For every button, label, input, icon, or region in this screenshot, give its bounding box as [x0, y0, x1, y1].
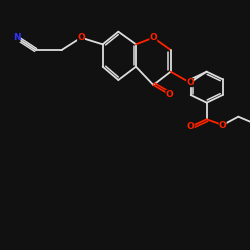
Text: O: O: [166, 90, 173, 99]
Text: O: O: [219, 120, 226, 130]
Text: O: O: [150, 33, 157, 42]
Text: O: O: [187, 122, 194, 131]
Text: N: N: [13, 33, 20, 42]
Text: O: O: [186, 78, 194, 87]
Text: O: O: [77, 33, 85, 42]
